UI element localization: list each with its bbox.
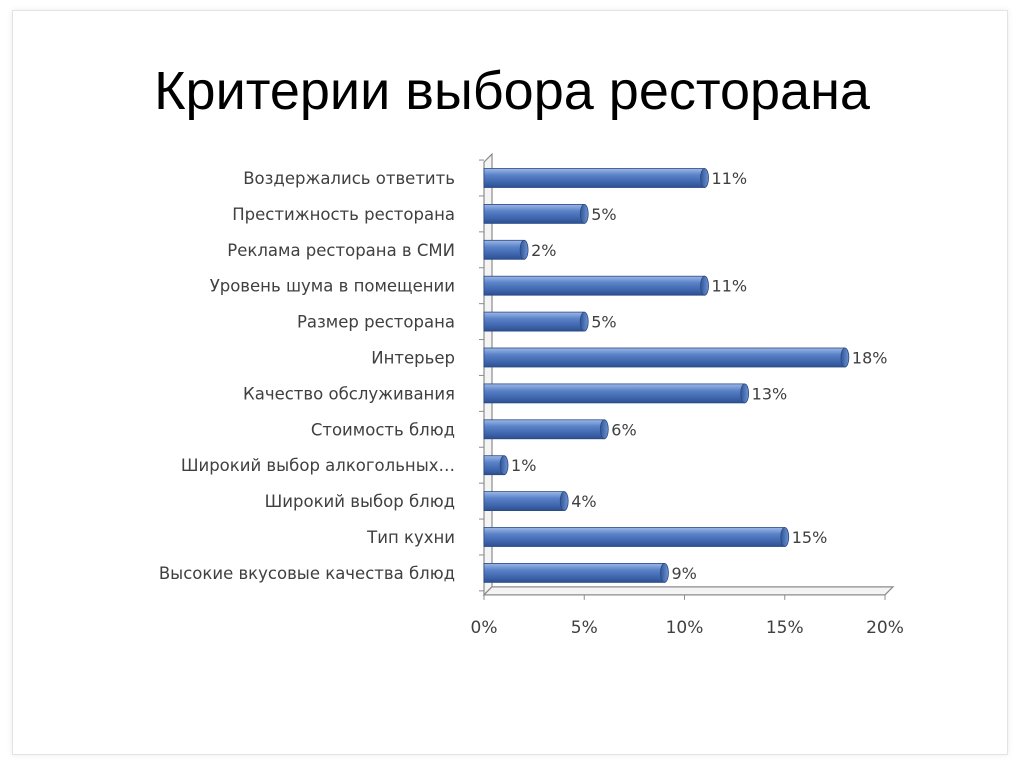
data-label: 18% xyxy=(852,349,888,368)
bar xyxy=(483,203,585,224)
category-label: Высокие вкусовые качества блюд xyxy=(159,564,455,583)
data-label: 9% xyxy=(671,564,696,583)
data-label: 5% xyxy=(591,313,616,332)
x-tick-label: 10% xyxy=(666,618,704,638)
bar xyxy=(483,239,525,260)
category-label: Уровень шума в помещении xyxy=(210,277,455,296)
bar-layer xyxy=(483,168,850,583)
data-label: 5% xyxy=(591,205,616,224)
category-label: Качество обслуживания xyxy=(243,384,455,403)
bar-cap xyxy=(499,455,509,476)
category-label: Размер ресторана xyxy=(297,313,455,332)
bar xyxy=(483,275,705,296)
bar xyxy=(483,347,846,368)
bar xyxy=(483,563,665,583)
bar-cap xyxy=(579,203,589,224)
bar-cap xyxy=(740,383,750,404)
bar-cap xyxy=(599,419,609,440)
bar xyxy=(483,527,786,547)
data-label: 11% xyxy=(712,277,748,296)
bar-cap xyxy=(660,563,669,583)
bar-cap xyxy=(780,527,790,547)
data-label: 4% xyxy=(571,492,596,511)
category-label: Реклама ресторана в СМИ xyxy=(227,241,455,260)
axis-floor xyxy=(482,586,895,596)
data-label: 2% xyxy=(531,241,556,260)
category-label: Интерьер xyxy=(371,349,455,368)
bar-cap xyxy=(840,347,850,368)
slide-title: Критерии выбора ресторана xyxy=(154,61,870,121)
bar-cap xyxy=(579,311,589,332)
bar xyxy=(483,419,605,440)
bar-cap xyxy=(559,491,569,512)
data-label: 1% xyxy=(511,456,536,475)
category-label: Воздержались ответить xyxy=(243,169,455,188)
axis-layer xyxy=(479,152,895,600)
category-label: Широкий выбор блюд xyxy=(265,492,455,511)
bar xyxy=(483,311,585,332)
category-label: Стоимость блюд xyxy=(311,420,455,439)
category-label: Престижность ресторана xyxy=(232,205,455,224)
data-label: 6% xyxy=(611,420,636,439)
bar xyxy=(483,383,746,404)
label-layer: 0% 5% 10% 15% 20% Воздержались ответить 11% Пре… xyxy=(159,169,904,638)
bar-cap xyxy=(700,168,709,188)
bar xyxy=(483,168,705,188)
bar xyxy=(483,491,565,512)
category-label: Широкий выбор алкогольных… xyxy=(181,456,455,475)
bar-cap xyxy=(700,275,709,296)
data-label: 11% xyxy=(712,169,748,188)
x-tick-label: 5% xyxy=(571,618,598,638)
x-tick-label: 15% xyxy=(766,618,804,638)
data-label: 15% xyxy=(792,528,828,547)
x-tick-label: 0% xyxy=(471,618,498,638)
slide-frame xyxy=(12,10,1008,755)
bar-cap xyxy=(519,239,529,260)
data-label: 13% xyxy=(752,384,788,403)
category-label: Тип кухни xyxy=(366,528,455,547)
x-tick-label: 20% xyxy=(866,618,904,638)
